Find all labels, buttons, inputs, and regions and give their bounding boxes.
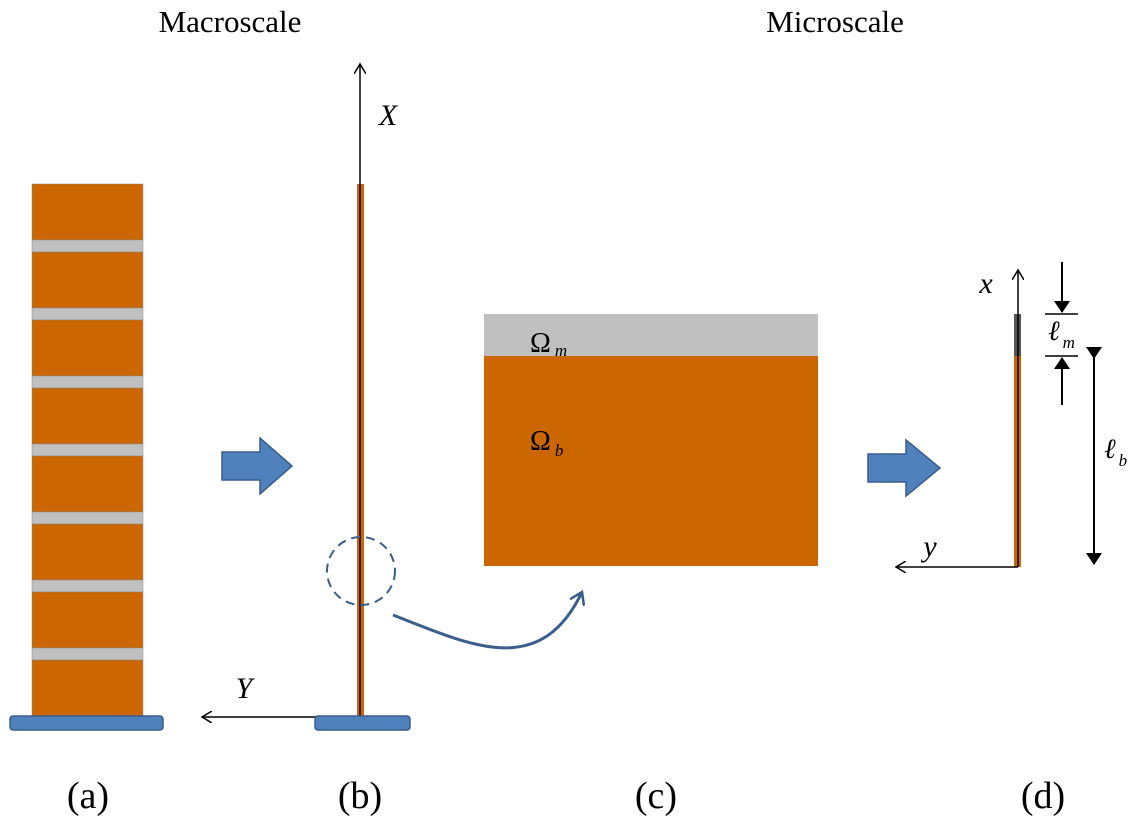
brick — [32, 592, 143, 648]
panel-label: (c) — [635, 775, 677, 817]
y-axis-label: Y — [236, 672, 256, 705]
mortar-joint — [32, 240, 143, 252]
block-arrow — [868, 440, 940, 496]
x-axis-label: x — [978, 267, 993, 300]
base — [315, 716, 410, 730]
brick — [32, 524, 143, 580]
diagram: Macroscale Microscale X Y Ωm Ωb x y ℓm ℓ… — [0, 0, 1134, 818]
y-axis-label: y — [920, 530, 937, 563]
x-axis-label: X — [378, 99, 399, 132]
block-arrow — [222, 438, 292, 494]
brick-region — [484, 356, 818, 566]
mortar-joint — [32, 308, 143, 320]
zoom-arrow — [393, 592, 582, 648]
mortar-joint — [32, 512, 143, 524]
brick — [32, 252, 143, 308]
mortar-joint — [32, 376, 143, 388]
mortar-joint — [32, 580, 143, 592]
header-microscale: Microscale — [766, 4, 904, 39]
brick — [32, 320, 143, 376]
brick — [32, 388, 143, 444]
header-macroscale: Macroscale — [159, 4, 302, 39]
panel-label: (a) — [67, 775, 109, 817]
panel-label: (b) — [338, 775, 382, 817]
brick — [32, 456, 143, 512]
brick — [32, 660, 143, 716]
mortar-joint — [32, 648, 143, 660]
masonry-wall — [32, 184, 143, 716]
base — [10, 716, 163, 730]
brick — [32, 184, 143, 240]
mortar-joint — [32, 444, 143, 456]
panel-label: (d) — [1021, 775, 1065, 817]
